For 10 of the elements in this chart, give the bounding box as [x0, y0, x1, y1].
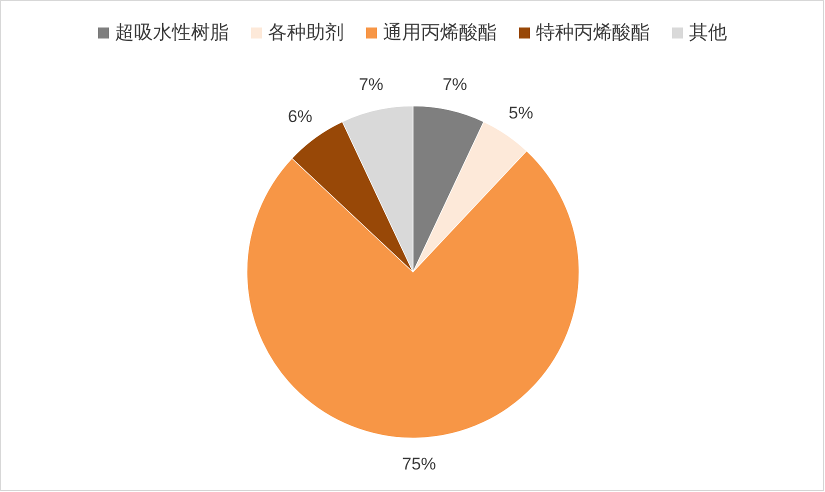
data-label: 7%	[442, 75, 468, 94]
data-label: 75%	[402, 454, 436, 474]
legend-label: 各种助剂	[268, 22, 344, 44]
legend-label: 其他	[689, 22, 727, 44]
legend-label: 超吸水性树脂	[115, 22, 229, 44]
legend-label: 通用丙烯酸酯	[383, 22, 497, 44]
data-label: 7%	[358, 75, 384, 94]
data-label: 5%	[508, 104, 534, 123]
data-label: 6%	[288, 107, 312, 126]
legend-label: 特种丙烯酸酯	[536, 22, 650, 44]
